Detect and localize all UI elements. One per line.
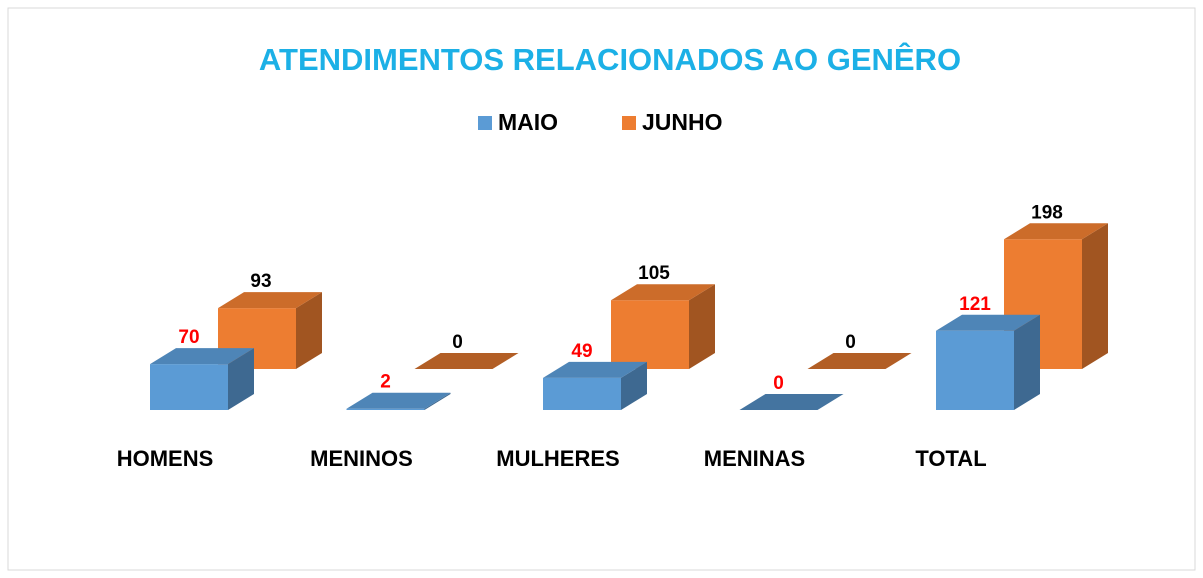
x-tick-label: MENINOS	[310, 446, 413, 471]
bar-side	[296, 292, 322, 369]
bar-front	[936, 330, 1014, 410]
bar-top	[807, 353, 912, 369]
bar	[936, 314, 1040, 410]
bar	[150, 348, 254, 410]
bar	[807, 353, 912, 369]
bar-top	[611, 284, 715, 301]
bar-front	[611, 300, 689, 369]
bar-top	[936, 314, 1040, 331]
bar-side	[1014, 314, 1040, 410]
x-tick-label: TOTAL	[915, 446, 986, 471]
bar	[346, 392, 451, 410]
bar-side	[228, 348, 254, 410]
data-label: 49	[571, 341, 592, 362]
bar-top	[218, 292, 322, 309]
bar-top	[1004, 223, 1108, 240]
bar-top	[543, 361, 647, 378]
data-label: 93	[250, 271, 271, 292]
x-tick-label: MENINAS	[704, 446, 805, 471]
bar-front	[346, 408, 425, 410]
data-label: 0	[452, 332, 463, 353]
legend-label: JUNHO	[642, 109, 723, 135]
bar-side	[689, 284, 715, 369]
bar	[414, 353, 519, 369]
bar-side	[621, 361, 647, 410]
bar-top	[739, 394, 844, 410]
legend-label: MAIO	[498, 109, 558, 135]
data-label: 0	[773, 373, 784, 394]
bar	[543, 361, 647, 410]
data-label: 0	[845, 332, 856, 353]
bar	[739, 394, 844, 410]
x-tick-label: MULHERES	[496, 446, 619, 471]
bar	[611, 284, 715, 369]
chart-border	[7, 7, 1196, 571]
bar-top	[346, 392, 451, 409]
legend-swatch	[478, 116, 492, 130]
chart-title: ATENDIMENTOS RELACIONADOS AO GENÊRO	[259, 41, 961, 77]
bar-front	[150, 364, 228, 410]
bar-top	[414, 353, 519, 369]
bar-side	[1082, 223, 1108, 369]
bar-side	[424, 392, 451, 410]
data-label: 2	[380, 372, 391, 393]
data-label: 121	[959, 294, 991, 315]
data-label: 105	[638, 263, 670, 284]
data-label: 198	[1031, 202, 1063, 223]
x-tick-label: HOMENS	[117, 446, 214, 471]
data-label: 70	[178, 327, 199, 348]
legend-swatch	[622, 116, 636, 130]
bar-front	[543, 377, 621, 410]
bar-top	[150, 348, 254, 365]
